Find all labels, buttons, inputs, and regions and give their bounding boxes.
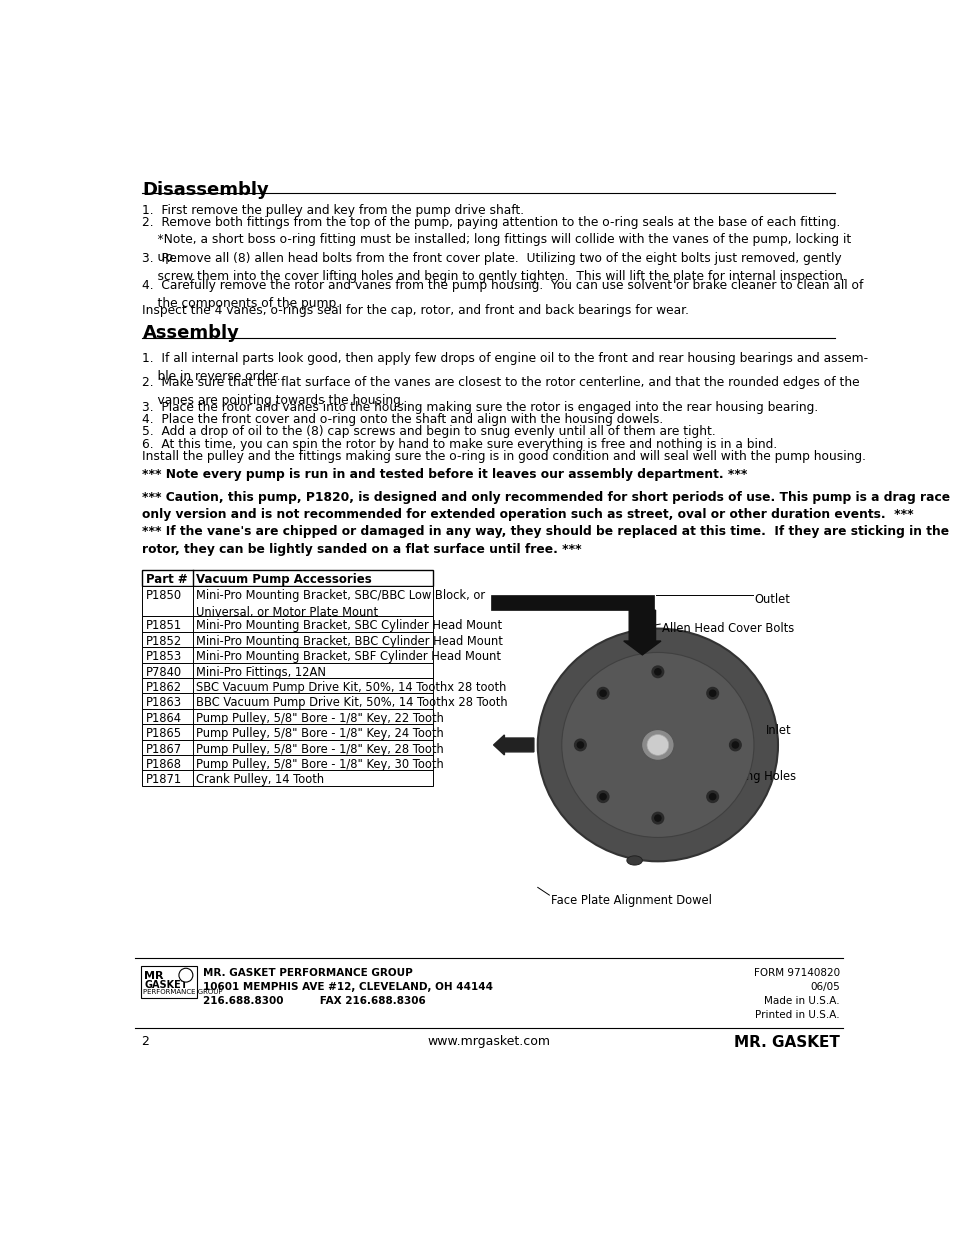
Text: 4.  Place the front cover and o-ring onto the shaft and align with the housing d: 4. Place the front cover and o-ring onto… (142, 412, 663, 426)
Text: Pump Pulley, 5/8" Bore - 1/8" Key, 30 Tooth: Pump Pulley, 5/8" Bore - 1/8" Key, 30 To… (195, 758, 443, 771)
Text: 3.  Remove all (8) allen head bolts from the front cover plate.  Utilizing two o: 3. Remove all (8) allen head bolts from … (142, 252, 846, 283)
Text: Disassembly: Disassembly (142, 180, 269, 199)
Bar (142, 678, 433, 693)
Text: Vacuum Pump Accessories: Vacuum Pump Accessories (195, 573, 372, 587)
Text: Mini-Pro Fittings, 12AN: Mini-Pro Fittings, 12AN (195, 666, 326, 679)
Bar (142, 585, 433, 616)
Bar (142, 616, 433, 632)
Text: P1851: P1851 (146, 620, 181, 632)
Text: *** Caution, this pump, P1820, is designed and only recommended for short period: *** Caution, this pump, P1820, is design… (142, 490, 949, 521)
Text: Mini-Pro Mounting Bracket, SBC Cylinder Head Mount: Mini-Pro Mounting Bracket, SBC Cylinder … (195, 620, 501, 632)
Bar (142, 740, 433, 755)
Circle shape (729, 740, 740, 751)
Bar (142, 571, 433, 585)
Circle shape (709, 794, 715, 800)
Text: P1864: P1864 (146, 711, 181, 725)
Text: 1.  If all internal parts look good, then apply few drops of engine oil to the f: 1. If all internal parts look good, then… (142, 352, 868, 383)
Bar (141, 966, 196, 998)
Text: Outlet: Outlet (754, 593, 790, 606)
Text: PERFORMANCE GROUP: PERFORMANCE GROUP (143, 989, 223, 995)
Text: MR: MR (144, 971, 163, 981)
Circle shape (597, 790, 608, 803)
Text: CO: CO (182, 972, 194, 981)
Text: 1.  First remove the pulley and key from the pump drive shaft.: 1. First remove the pulley and key from … (142, 204, 524, 216)
Circle shape (597, 688, 608, 699)
Text: Inspect the 4 vanes, o-rings seal for the cap, rotor, and front and back bearing: Inspect the 4 vanes, o-rings seal for th… (142, 304, 689, 316)
Text: Install the pulley and the fittings making sure the o-ring is in good condition : Install the pulley and the fittings maki… (142, 450, 865, 463)
Circle shape (574, 740, 585, 751)
Text: 3.  Place the rotor and vanes into the housing making sure the rotor is engaged : 3. Place the rotor and vanes into the ho… (142, 401, 818, 414)
Circle shape (577, 742, 583, 748)
Circle shape (706, 688, 718, 699)
Text: Mini-Pro Mounting Bracket, SBC/BBC Low Block, or
Universal, or Motor Plate Mount: Mini-Pro Mounting Bracket, SBC/BBC Low B… (195, 589, 484, 619)
Bar (142, 709, 433, 724)
Text: BBC Vacuum Pump Drive Kit, 50%, 14 Toothx 28 Tooth: BBC Vacuum Pump Drive Kit, 50%, 14 Tooth… (195, 697, 507, 709)
Bar (142, 662, 433, 678)
Text: Part #: Part # (146, 573, 187, 587)
Text: *** If the vane's are chipped or damaged in any way, they should be replaced at : *** If the vane's are chipped or damaged… (142, 526, 948, 556)
Text: 4.  Carefully remove the rotor and vanes from the pump housing.  You can use sol: 4. Carefully remove the rotor and vanes … (142, 279, 863, 310)
Text: *** Note every pump is run in and tested before it leaves our assembly departmen: *** Note every pump is run in and tested… (142, 468, 747, 480)
Text: P1867: P1867 (146, 742, 181, 756)
Ellipse shape (626, 856, 641, 864)
Text: Assembly: Assembly (142, 324, 239, 342)
Text: P1862: P1862 (146, 680, 181, 694)
Text: P1863: P1863 (146, 697, 181, 709)
Circle shape (652, 813, 663, 824)
Ellipse shape (646, 735, 668, 756)
Text: www.mrgasket.com: www.mrgasket.com (427, 1035, 550, 1049)
Circle shape (654, 668, 660, 674)
Circle shape (599, 690, 605, 697)
Circle shape (709, 690, 715, 697)
Text: MR. GASKET: MR. GASKET (734, 1035, 840, 1050)
Text: Face Plate Alignment Dowel: Face Plate Alignment Dowel (550, 894, 711, 906)
Bar (491, 595, 654, 610)
Text: 6.  At this time, you can spin the rotor by hand to make sure everything is free: 6. At this time, you can spin the rotor … (142, 437, 777, 451)
Ellipse shape (561, 652, 753, 837)
Text: P1853: P1853 (146, 651, 182, 663)
Text: P1871: P1871 (146, 773, 181, 787)
Ellipse shape (537, 629, 778, 861)
Text: P7840: P7840 (146, 666, 181, 679)
Text: P1850: P1850 (146, 589, 181, 601)
Text: Pump Pulley, 5/8" Bore - 1/8" Key, 28 Tooth: Pump Pulley, 5/8" Bore - 1/8" Key, 28 To… (195, 742, 443, 756)
Text: Mini-Pro Mounting Bracket, BBC Cylinder Head Mount: Mini-Pro Mounting Bracket, BBC Cylinder … (195, 635, 502, 648)
Bar (142, 755, 433, 771)
Circle shape (732, 742, 738, 748)
Text: P1852: P1852 (146, 635, 182, 648)
Bar (142, 632, 433, 647)
Circle shape (599, 794, 605, 800)
Text: Inlet: Inlet (765, 724, 791, 737)
Bar (142, 693, 433, 709)
Text: SBC Vacuum Pump Drive Kit, 50%, 14 Toothx 28 tooth: SBC Vacuum Pump Drive Kit, 50%, 14 Tooth… (195, 680, 506, 694)
Text: Mini-Pro Mounting Bracket, SBF Cylinder Head Mount: Mini-Pro Mounting Bracket, SBF Cylinder … (195, 651, 500, 663)
Circle shape (706, 790, 718, 803)
Text: Crank Pulley, 14 Tooth: Crank Pulley, 14 Tooth (195, 773, 324, 787)
Text: FORM 97140820
06/05
Made in U.S.A.
Printed in U.S.A.: FORM 97140820 06/05 Made in U.S.A. Print… (753, 968, 840, 1020)
Text: Face Plate Lifting Holes: Face Plate Lifting Holes (661, 771, 795, 783)
FancyArrow shape (493, 735, 534, 755)
Text: P1865: P1865 (146, 727, 181, 740)
Text: 2.  Remove both fittings from the top of the pump, paying attention to the o-rin: 2. Remove both fittings from the top of … (142, 216, 851, 264)
Text: P1868: P1868 (146, 758, 181, 771)
FancyArrow shape (623, 610, 660, 655)
Circle shape (652, 666, 663, 678)
Text: Pump Pulley, 5/8" Bore - 1/8" Key, 22 Tooth: Pump Pulley, 5/8" Bore - 1/8" Key, 22 To… (195, 711, 443, 725)
Text: Pump Pulley, 5/8" Bore - 1/8" Key, 24 Tooth: Pump Pulley, 5/8" Bore - 1/8" Key, 24 To… (195, 727, 443, 740)
Text: MR. GASKET PERFORMANCE GROUP
10601 MEMPHIS AVE #12, CLEVELAND, OH 44144
216.688.: MR. GASKET PERFORMANCE GROUP 10601 MEMPH… (203, 968, 493, 1007)
Circle shape (654, 815, 660, 821)
Bar (142, 771, 433, 785)
Circle shape (179, 968, 193, 982)
Text: 2.  Make sure that the flat surface of the vanes are closest to the rotor center: 2. Make sure that the flat surface of th… (142, 377, 860, 406)
Text: GASKET: GASKET (144, 979, 188, 989)
Text: 5.  Add a drop of oil to the (8) cap screws and begin to snug evenly until all o: 5. Add a drop of oil to the (8) cap scre… (142, 425, 716, 438)
Text: 2: 2 (141, 1035, 149, 1049)
Bar (142, 724, 433, 740)
Ellipse shape (641, 730, 674, 761)
Text: Allen Head Cover Bolts: Allen Head Cover Bolts (661, 621, 793, 635)
Bar (142, 647, 433, 662)
